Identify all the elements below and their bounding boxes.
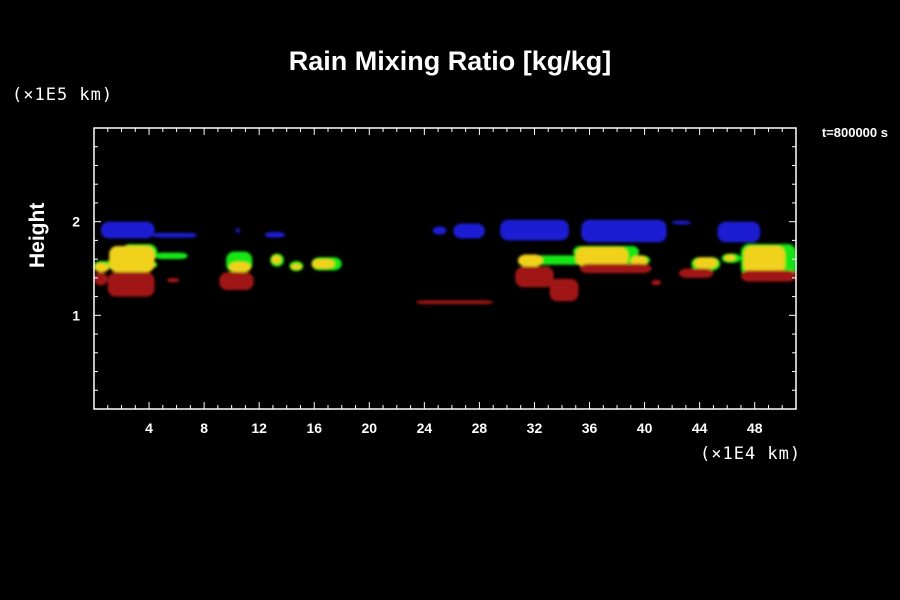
region-blue-4: [432, 226, 447, 235]
region-red-42: [651, 279, 662, 286]
region-blue-2: [235, 228, 240, 233]
region-yellow-29: [575, 246, 629, 267]
region-red-35: [107, 272, 155, 297]
region-blue-0: [100, 221, 155, 239]
x-tick-label: 36: [582, 420, 598, 436]
region-blue-1: [151, 232, 198, 238]
x-tick-label: 16: [306, 420, 322, 436]
region-blue-8: [672, 220, 692, 225]
x-tick-label: 48: [747, 420, 763, 436]
y-scale-label: (×1E5 km): [12, 85, 114, 105]
x-tick-label: 12: [251, 420, 267, 436]
region-green-12: [154, 252, 188, 260]
region-red-34: [94, 272, 108, 286]
region-blue-5: [453, 223, 485, 239]
region-blue-7: [581, 219, 667, 243]
region-yellow-33: [743, 246, 785, 274]
region-red-40: [549, 278, 579, 302]
region-yellow-25: [271, 255, 282, 264]
region-blue-6: [500, 219, 569, 241]
region-red-39: [515, 266, 554, 288]
region-red-36: [166, 277, 180, 283]
region-yellow-22: [94, 262, 110, 273]
region-red-41: [579, 263, 652, 274]
time-label: t=800000 s: [821, 125, 888, 140]
x-tick-label: 40: [637, 420, 653, 436]
x-tick-label: 44: [692, 420, 708, 436]
region-yellow-28: [517, 254, 543, 267]
region-yellow-31: [694, 257, 718, 269]
region-blue-9: [717, 221, 761, 243]
x-tick-label: 8: [200, 420, 208, 436]
region-red-38: [416, 300, 494, 305]
x-tick-label: 4: [145, 420, 153, 436]
region-yellow-27: [311, 259, 335, 269]
x-scale-label: (×1E4 km): [700, 444, 802, 464]
region-yellow-24: [228, 261, 251, 273]
region-yellow-23: [109, 246, 155, 273]
region-red-43: [679, 268, 714, 278]
chart-title: Rain Mixing Ratio [kg/kg]: [288, 46, 612, 76]
region-red-44: [740, 270, 796, 282]
x-tick-label: 32: [527, 420, 543, 436]
plot-frame: [93, 127, 797, 410]
region-red-37: [219, 272, 254, 291]
region-blue-3: [264, 231, 286, 238]
y-tick-label: 1: [72, 307, 80, 323]
x-tick-label: 28: [472, 420, 488, 436]
region-yellow-32: [724, 254, 736, 262]
region-yellow-26: [290, 263, 302, 270]
x-tick-label: 20: [362, 420, 378, 436]
x-tick-label: 24: [417, 420, 433, 436]
y-tick-label: 2: [72, 214, 80, 230]
